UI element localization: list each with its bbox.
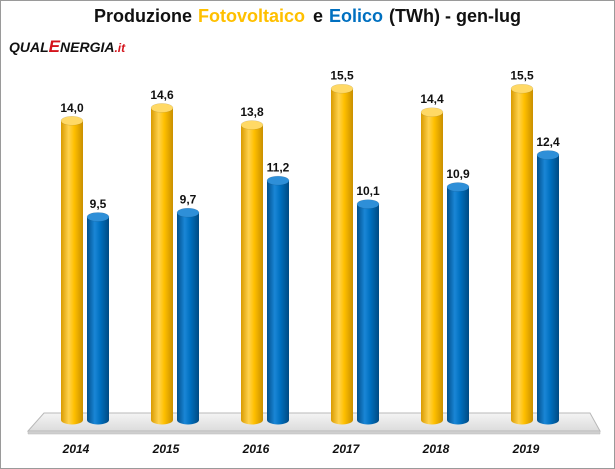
label-fotovoltaico-2019: 15,5: [510, 69, 534, 83]
bar-fotovoltaico-2017: [330, 83, 354, 425]
bar-eolico-2019: [536, 150, 560, 425]
chart-title: Produzione Fotovoltaico e Eolico (TWh) - gen…: [0, 6, 615, 27]
x-tick-2016: 2016: [242, 442, 270, 456]
bar-fotovoltaico-2014: [60, 116, 84, 425]
label-fotovoltaico-2016: 13,8: [240, 105, 264, 119]
logo-highlight: E: [48, 37, 61, 56]
chart-floor-edge: [27, 430, 601, 435]
logo-rest: NERGIA: [60, 39, 115, 55]
x-tick-2015: 2015: [152, 442, 180, 456]
title-part-produzione: Produzione: [94, 6, 192, 26]
bar-fotovoltaico-2015: [150, 103, 174, 425]
x-tick-2019: 2019: [512, 442, 540, 456]
x-tick-2017: 2017: [332, 442, 361, 456]
bar-eolico-2014: [86, 212, 110, 425]
label-fotovoltaico-2014: 14,0: [60, 101, 84, 115]
label-eolico-2017: 10,1: [356, 184, 380, 198]
title-part-eolico: Eolico: [329, 6, 384, 26]
bar-eolico-2018: [446, 182, 470, 425]
logo-suffix: .it: [114, 41, 126, 55]
label-eolico-2018: 10,9: [446, 167, 470, 181]
x-tick-2014: 2014: [62, 442, 90, 456]
title-part-fotovoltaico: Fotovoltaico: [198, 6, 305, 26]
label-fotovoltaico-2018: 14,4: [420, 92, 444, 106]
title-part-unit: (TWh) - gen-lug: [389, 6, 521, 26]
x-tick-2018: 2018: [422, 442, 450, 456]
bar-eolico-2016: [266, 175, 290, 425]
bar-eolico-2017: [356, 199, 380, 425]
label-eolico-2015: 9,7: [180, 193, 197, 207]
bar-fotovoltaico-2016: [240, 120, 264, 425]
label-eolico-2019: 12,4: [536, 135, 560, 149]
qualenergia-logo: QUALENERGIA.it: [9, 37, 125, 57]
label-eolico-2016: 11,2: [267, 161, 290, 175]
label-eolico-2014: 9,5: [90, 197, 107, 211]
label-fotovoltaico-2017: 15,5: [330, 69, 354, 83]
bar-eolico-2015: [176, 207, 200, 425]
title-part-e: e: [313, 6, 324, 26]
bar-fotovoltaico-2018: [420, 107, 444, 425]
bar-fotovoltaico-2019: [510, 83, 534, 425]
logo-prefix: QUAL: [9, 39, 49, 55]
label-fotovoltaico-2015: 14,6: [150, 88, 174, 102]
